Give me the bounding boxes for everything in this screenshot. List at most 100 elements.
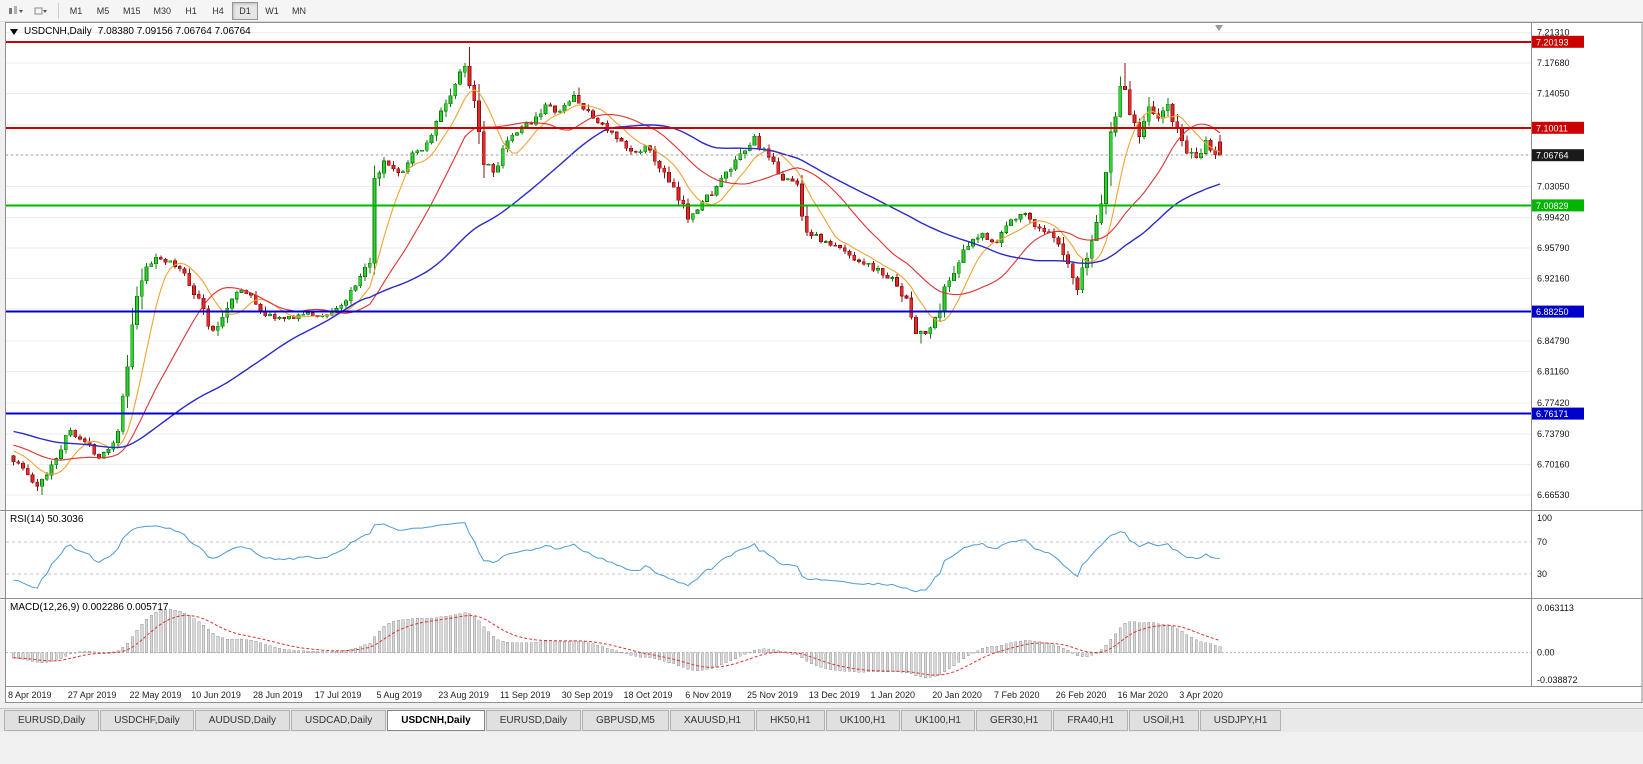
tab-uk100-h1[interactable]: UK100,H1 [825, 710, 900, 731]
candle-body [928, 327, 933, 335]
candle-body [415, 150, 420, 153]
timeframe-button-m5[interactable]: M5 [90, 2, 116, 20]
candle-body [790, 178, 795, 182]
timeframe-button-h4[interactable]: H4 [205, 2, 231, 20]
candle-body [282, 317, 287, 320]
candle-body [819, 234, 823, 242]
tab-usoil-h1[interactable]: USOil,H1 [1129, 710, 1199, 731]
candle-body [909, 297, 914, 318]
candle-body [1075, 277, 1080, 291]
candle-body [771, 156, 776, 163]
candle-body [847, 250, 852, 256]
tab-gbpusd-m5[interactable]: GBPUSD,M5 [581, 710, 669, 731]
candle-body [1051, 232, 1056, 239]
price-tick-label: 7.14050 [1537, 89, 1570, 99]
date-label: 6 Nov 2019 [685, 690, 731, 700]
tab-usdchf-daily[interactable]: USDCHF,Daily [100, 710, 194, 731]
candle-body [1089, 240, 1094, 259]
level-lines [6, 40, 1531, 415]
price-axis[interactable]: 7.21310 7.17680 7.14050 7.03050 6.99420 6.957… [1531, 22, 1585, 686]
tab-uk100-h1[interactable]: UK100,H1 [900, 710, 975, 731]
timeframe-buttons-group: M1 M5 M15 M30 H1 H4 D1 W1 MN [63, 1, 312, 20]
timeframe-button-m1[interactable]: M1 [63, 2, 89, 20]
candle-body [182, 268, 187, 274]
tab-eurusd-daily[interactable]: EURUSD,Daily [485, 710, 581, 731]
candle-body [348, 289, 353, 301]
candle-body [1151, 106, 1156, 114]
candle-body [496, 165, 500, 173]
timeframe-button-m15[interactable]: M15 [117, 2, 147, 20]
price-tick-label: 6.66530 [1537, 490, 1570, 500]
candle-body [581, 102, 586, 110]
chart-tabs: EURUSD,Daily USDCHF,Daily AUDUSD,Daily USDC… [0, 708, 1643, 732]
candle-body [624, 140, 629, 149]
timeframe-button-d1[interactable]: D1 [232, 1, 259, 20]
candle-body [714, 186, 719, 196]
candle-body [372, 177, 377, 264]
candle-body [828, 241, 833, 246]
timeframe-button-mn[interactable]: MN [286, 2, 312, 20]
tab-eurusd-daily[interactable]: EURUSD,Daily [4, 710, 100, 731]
candle-body [344, 300, 348, 306]
tab-usdcnh-daily[interactable]: USDCNH,Daily [387, 710, 485, 731]
zoom-menu-icon-button[interactable] [29, 2, 53, 20]
candle-body [733, 159, 738, 170]
candle-body [1013, 219, 1018, 221]
tab-hk50-h1[interactable]: HK50,H1 [756, 710, 825, 731]
candle-body [562, 104, 567, 112]
date-label: 23 Aug 2019 [438, 690, 489, 700]
candle-body [633, 151, 638, 153]
level-tag-6.76171: 6.76171 [1532, 407, 1584, 420]
chart-plot-area[interactable] [5, 22, 1642, 686]
candle-body [543, 104, 548, 114]
price-tick-label: 6.95790 [1537, 243, 1570, 253]
candle-body [600, 122, 605, 125]
tab-fra40-h1[interactable]: FRA40,H1 [1053, 710, 1129, 731]
rsi-indicator-label: RSI(14) 50.3036 [10, 514, 84, 525]
date-label: 10 Jun 2019 [191, 690, 241, 700]
tab-usdjpy-h1[interactable]: USDJPY,H1 [1199, 710, 1282, 731]
symbol-dropdown-icon[interactable] [10, 28, 18, 35]
timeframe-button-h1[interactable]: H1 [178, 2, 204, 20]
candle-body [116, 430, 120, 444]
chart-canvas[interactable]: 7.21310 7.17680 7.14050 7.03050 6.99420 6.957… [0, 22, 1643, 703]
candle-body [396, 168, 401, 173]
tab-usdcad-daily[interactable]: USDCAD,Daily [291, 710, 387, 731]
level-tag-7.20193: 7.20193 [1532, 35, 1584, 48]
candle-body [472, 85, 477, 102]
chart-title: USDCNH,Daily 7.08380 7.09156 7.06764 7.0… [10, 26, 251, 37]
candle-body [681, 200, 686, 205]
chart-shift-marker-icon[interactable] [1215, 25, 1223, 31]
candle-body [614, 131, 619, 139]
candle-body [852, 255, 857, 261]
candle-body [486, 164, 491, 166]
date-label: 26 Feb 2020 [1056, 690, 1107, 700]
tab-xauusd-h1[interactable]: XAUUSD,H1 [669, 710, 756, 731]
chart-type-icon-button[interactable] [4, 2, 28, 20]
candle-body [1218, 141, 1222, 156]
timeframe-button-m30[interactable]: M30 [148, 2, 178, 20]
candle-body [676, 187, 681, 201]
candle-body [192, 285, 196, 295]
candle-body [638, 151, 643, 153]
tab-ger30-h1[interactable]: GER30,H1 [975, 710, 1053, 731]
candle-body [467, 65, 472, 86]
date-label: 7 Feb 2020 [994, 690, 1040, 700]
macd-panel [6, 609, 1531, 678]
candle-body [776, 161, 781, 175]
candle-body [78, 436, 82, 440]
chart-symbol-label: USDCNH,Daily [24, 26, 92, 37]
candle-body [144, 266, 149, 281]
candle-body [1028, 213, 1032, 220]
candle-body [54, 458, 59, 466]
timeframe-button-w1[interactable]: W1 [259, 2, 285, 20]
panel-separators[interactable] [0, 510, 1643, 687]
candle-body [491, 164, 496, 173]
time-axis[interactable] [5, 686, 1642, 703]
macd-indicator-label: MACD(12,26,9) 0.002286 0.005717 [10, 602, 169, 613]
candle-body [956, 262, 961, 274]
candle-body [130, 324, 135, 367]
tab-audusd-daily[interactable]: AUDUSD,Daily [194, 710, 291, 731]
candle-body [871, 262, 876, 271]
candle-body [999, 232, 1004, 244]
